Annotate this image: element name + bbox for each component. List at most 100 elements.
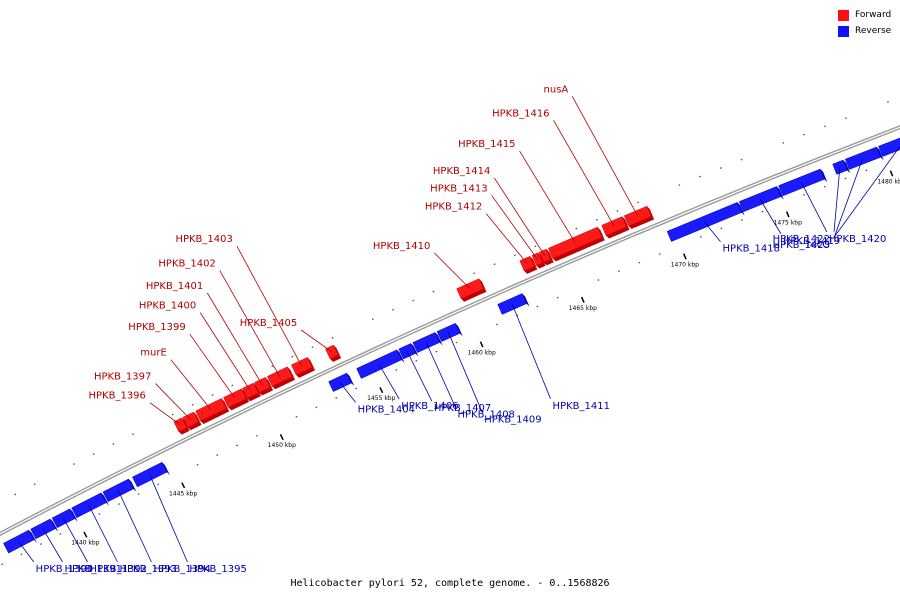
gene-label: HPKB_1396	[88, 391, 145, 402]
minor-tick-mark	[740, 219, 743, 221]
gene-edge	[843, 160, 851, 174]
minor-tick-mark	[740, 158, 743, 161]
gene-leader-line	[491, 195, 538, 260]
minor-tick-mark	[782, 141, 785, 144]
gene-label: HPKB_1419	[783, 236, 840, 247]
gene-edge	[28, 530, 37, 543]
gene-label: HPKB_1404	[358, 404, 415, 415]
forward-swatch-icon	[838, 9, 849, 21]
gene-HPKB_1422	[832, 159, 851, 175]
minor-tick-mark	[72, 463, 75, 466]
gene-body	[291, 357, 313, 376]
gene-edge	[333, 345, 342, 359]
minor-tick-mark	[844, 117, 847, 120]
gene-HPKB_1400	[242, 382, 262, 402]
minor-tick-mark	[331, 336, 334, 339]
minor-tick-mark	[534, 245, 537, 248]
gene-shadow	[259, 387, 274, 396]
gene-leader-line	[339, 382, 356, 403]
gene-label: HPKB_1423	[773, 240, 830, 251]
gene-leader-line	[519, 150, 576, 243]
gene-shadow	[296, 367, 316, 378]
gene-edge	[646, 206, 655, 220]
legend-forward: Forward	[838, 8, 891, 22]
gene-leader-line	[199, 312, 251, 391]
minor-tick-mark	[20, 553, 23, 556]
minor-tick-mark	[617, 270, 620, 273]
minor-tick-mark	[395, 369, 398, 371]
gene-HPKB_1408	[412, 332, 443, 353]
gene-edge	[50, 518, 59, 532]
gene-label: HPKB_1408	[458, 409, 515, 420]
genome-caption: Helicobacter pylori 52, complete genome.…	[290, 578, 610, 589]
gene-body	[267, 366, 293, 387]
legend-forward-label: Forward	[855, 10, 892, 20]
major-tick-mark	[889, 170, 894, 177]
tick-label: 1450 kbp	[268, 442, 296, 449]
gene-leader-line	[236, 245, 303, 367]
major-tick-mark	[580, 296, 585, 303]
gene-leader-line	[494, 177, 546, 256]
minor-tick-mark	[844, 177, 847, 180]
gene-shadow	[187, 421, 202, 431]
gene-edge	[346, 373, 355, 387]
gene-leader-line	[63, 518, 88, 563]
tick-label: 1445 kbp	[169, 490, 197, 497]
gene-HPKB_1416	[601, 216, 630, 239]
gene-shadow	[536, 262, 546, 269]
gene-label: HPKB_1399	[128, 322, 185, 333]
minor-tick-mark	[556, 296, 559, 299]
minor-tick-mark	[98, 513, 101, 515]
gene-HPKB_1418	[666, 202, 745, 242]
gene-label: HPKB_1390	[36, 564, 93, 575]
minor-tick-mark	[719, 167, 722, 169]
gene-recG	[878, 137, 900, 157]
minor-tick-mark	[595, 218, 598, 221]
tick-label: 1440 kbp	[71, 540, 99, 547]
gene-label: HPKB_1402	[158, 259, 215, 270]
gene-edge	[876, 147, 884, 161]
minor-tick-mark	[432, 290, 435, 293]
gene-HPKB_1390	[3, 529, 37, 554]
gene-label: HPKB_1412	[425, 202, 482, 213]
gene-HPKB_1411	[497, 293, 530, 315]
minor-tick-mark	[803, 133, 806, 136]
gene-leader-line	[206, 292, 263, 386]
minor-tick-mark	[513, 254, 516, 257]
gene-edge	[820, 169, 828, 183]
tick-label: 1465 kbp	[569, 305, 597, 312]
gene-shadow	[524, 266, 538, 274]
gene-leader-line	[170, 359, 212, 410]
minor-tick-mark	[720, 227, 723, 230]
gene-edge	[253, 383, 262, 396]
gene-body	[844, 146, 881, 170]
minor-tick-mark	[311, 346, 314, 349]
gene-shadow	[247, 392, 262, 402]
minor-tick-mark	[1, 563, 4, 566]
minor-tick-mark	[59, 533, 62, 535]
gene-shadow	[272, 376, 296, 390]
gene-HPKB_1402	[267, 366, 296, 390]
minor-tick-mark	[137, 493, 140, 496]
gene-body	[242, 382, 259, 399]
minor-tick-mark	[597, 279, 600, 281]
gene-edge	[478, 278, 487, 292]
tick-label: 1455 kbp	[367, 395, 395, 402]
minor-tick-mark	[117, 503, 120, 505]
gene-body	[456, 278, 484, 300]
gene-HPKB_1401	[254, 376, 274, 396]
gene-leader-line	[378, 363, 400, 400]
minor-tick-mark	[271, 365, 274, 368]
tick-label: 1480 kbp	[877, 178, 900, 185]
gene-layer	[3, 137, 900, 554]
gene-body	[832, 159, 848, 175]
minor-tick-mark	[291, 355, 294, 358]
minor-tick-mark	[14, 493, 17, 496]
gene-shadow	[461, 288, 487, 302]
gene-edge	[396, 349, 405, 363]
gene-leader-line	[703, 221, 721, 242]
legend: Forward Reverse	[838, 8, 891, 40]
gene-label: HPKB_1420	[829, 234, 886, 245]
minor-tick-mark	[493, 263, 496, 266]
gene-edge	[193, 412, 202, 425]
